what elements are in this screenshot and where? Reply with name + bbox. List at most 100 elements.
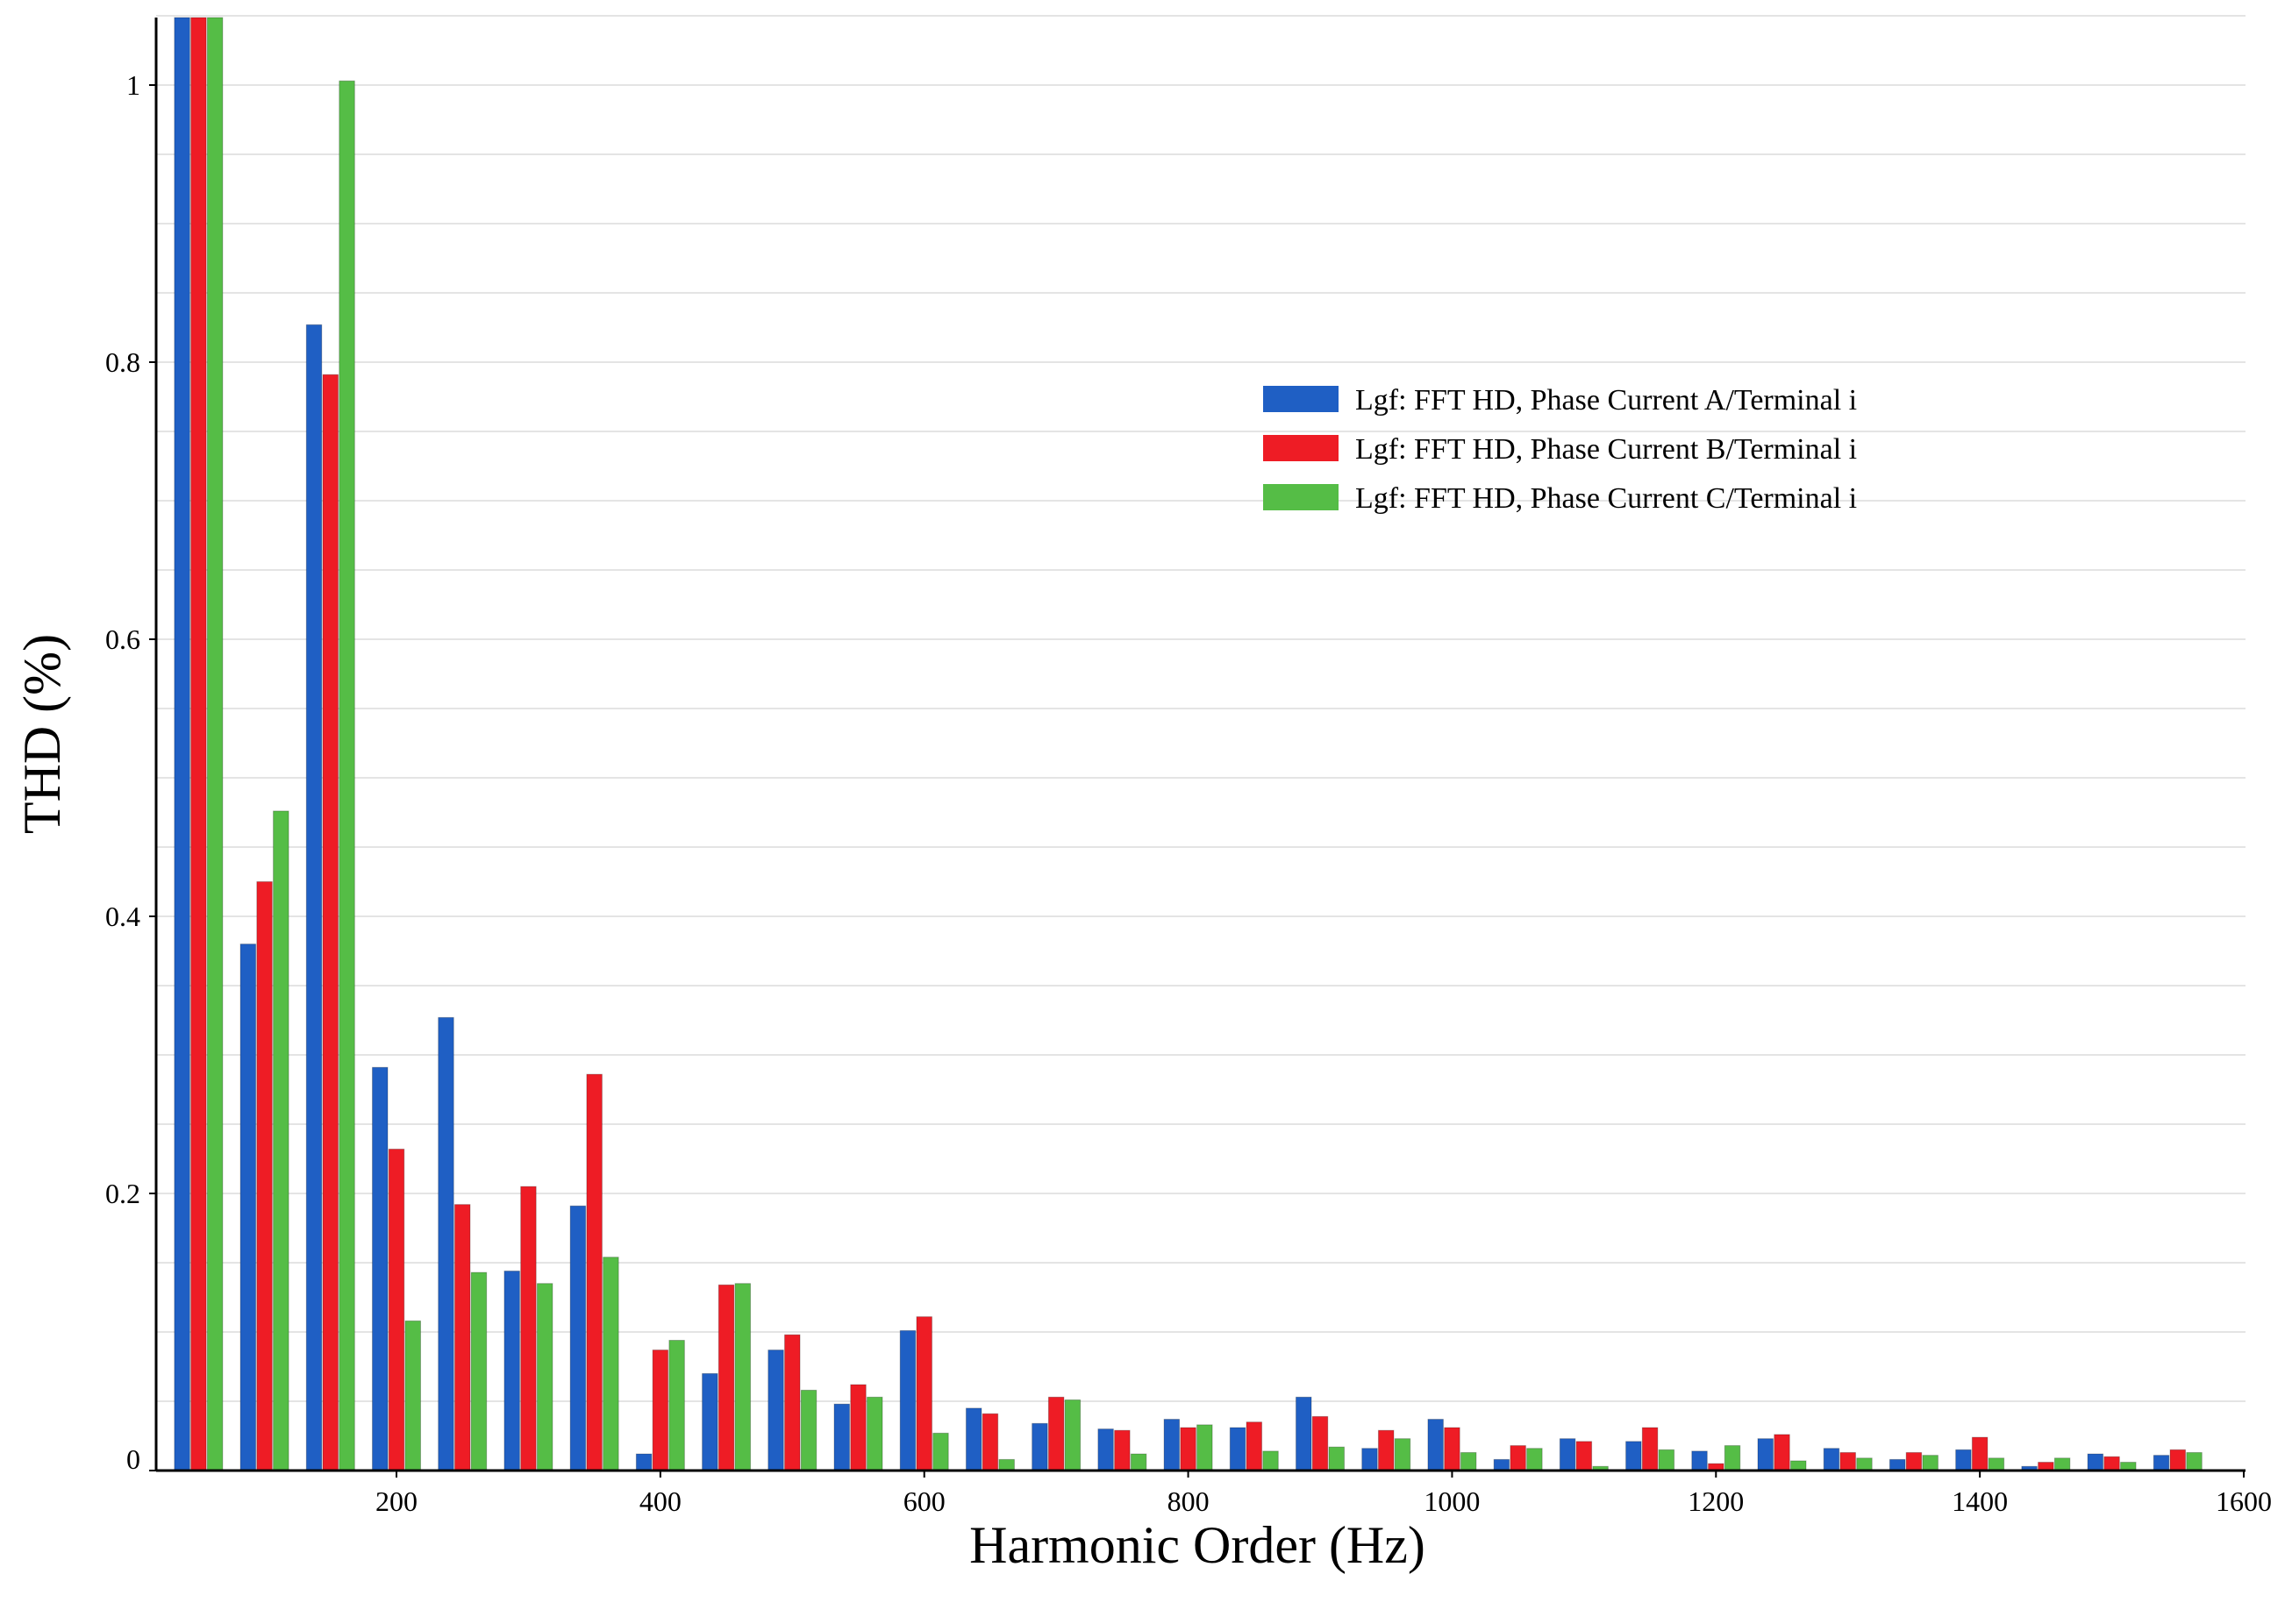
bar-series-1-1550 <box>2153 1455 2170 1471</box>
bar-series-1-50 <box>174 17 190 1471</box>
bar-series-3-950 <box>1394 1438 1411 1471</box>
bar-series-2-450 <box>718 1284 735 1471</box>
bar-series-2-800 <box>1180 1427 1196 1471</box>
bar-series-1-1300 <box>1823 1448 1840 1471</box>
bar-series-1-700 <box>1032 1422 1048 1471</box>
bar-series-2-650 <box>982 1413 999 1471</box>
legend-swatch-2 <box>1263 435 1339 461</box>
y-tick-label: 0.6 <box>105 623 140 655</box>
y-tick-label: 0 <box>126 1443 140 1475</box>
bar-series-1-1100 <box>1559 1438 1576 1471</box>
bar-series-2-1250 <box>1774 1434 1790 1471</box>
bar-series-3-1000 <box>1460 1451 1477 1471</box>
bar-series-2-50 <box>190 17 207 1471</box>
bar-series-2-1350 <box>1905 1451 1923 1471</box>
bar-series-2-750 <box>1114 1429 1131 1471</box>
bar-series-1-750 <box>1097 1428 1114 1471</box>
bar-series-3-1350 <box>1922 1455 1939 1471</box>
bar-series-3-300 <box>536 1283 553 1471</box>
bar-series-1-1000 <box>1427 1419 1444 1471</box>
bar-series-3-1300 <box>1856 1457 1873 1471</box>
bar-series-3-750 <box>1130 1453 1147 1471</box>
legend-label-3: Lgf: FFT HD, Phase Current C/Terminal i <box>1355 482 1857 515</box>
bar-series-2-350 <box>586 1073 603 1471</box>
bar-series-3-1550 <box>2186 1451 2203 1471</box>
bar-series-3-1450 <box>2053 1457 2071 1471</box>
bar-series-1-450 <box>702 1372 718 1471</box>
bar-series-3-150 <box>339 80 355 1471</box>
bar-series-1-300 <box>503 1270 520 1471</box>
x-tick-label: 400 <box>639 1485 682 1517</box>
bar-series-3-450 <box>734 1283 752 1471</box>
x-tick-label: 1400 <box>1952 1485 2008 1517</box>
x-tick-label: 800 <box>1167 1485 1210 1517</box>
bar-series-1-350 <box>569 1205 587 1471</box>
legend-swatch-1 <box>1263 386 1339 412</box>
x-tick-label: 1000 <box>1424 1485 1480 1517</box>
bar-series-1-1500 <box>2087 1453 2104 1471</box>
bar-series-3-50 <box>206 17 224 1471</box>
bar-series-3-850 <box>1262 1450 1279 1471</box>
bar-series-2-400 <box>652 1350 669 1471</box>
bar-series-3-1250 <box>1790 1460 1807 1471</box>
bar-series-2-550 <box>850 1384 867 1471</box>
bar-series-2-1100 <box>1575 1441 1593 1471</box>
bar-series-2-1000 <box>1444 1427 1460 1471</box>
bar-series-2-1300 <box>1839 1451 1856 1471</box>
bar-series-1-800 <box>1163 1419 1181 1471</box>
bar-series-2-500 <box>784 1334 801 1471</box>
y-tick-label: 0.2 <box>105 1178 140 1209</box>
x-tick-label: 1200 <box>1688 1485 1744 1517</box>
bars <box>174 17 2203 1471</box>
bar-series-1-1400 <box>1955 1449 1972 1471</box>
bar-series-1-600 <box>899 1329 917 1471</box>
bar-series-2-850 <box>1246 1421 1263 1471</box>
legend: Lgf: FFT HD, Phase Current A/Terminal i L… <box>1263 384 1857 515</box>
bar-series-1-850 <box>1229 1427 1246 1471</box>
bar-series-1-1050 <box>1493 1458 1510 1471</box>
bar-series-3-1150 <box>1658 1449 1675 1471</box>
bar-series-1-1250 <box>1757 1438 1774 1471</box>
bar-series-1-100 <box>239 944 257 1471</box>
bar-series-2-300 <box>520 1186 537 1471</box>
x-axis-title: Harmonic Order (Hz) <box>969 1516 1425 1574</box>
bar-series-2-900 <box>1311 1415 1329 1471</box>
bar-series-2-200 <box>388 1148 405 1471</box>
bar-series-2-100 <box>256 881 273 1471</box>
y-tick-labels: 0 0.2 0.4 0.6 0.8 1 <box>105 69 156 1475</box>
axes <box>154 18 2246 1472</box>
y-tick-label: 0.4 <box>105 901 140 932</box>
bar-series-1-650 <box>965 1407 982 1471</box>
bar-series-2-600 <box>916 1316 932 1471</box>
x-tick-label: 1600 <box>2216 1485 2272 1517</box>
bar-series-1-200 <box>372 1066 389 1471</box>
bar-series-3-400 <box>668 1339 685 1471</box>
bar-series-3-200 <box>404 1320 421 1471</box>
bar-series-3-1200 <box>1724 1445 1741 1471</box>
bar-series-1-900 <box>1296 1396 1312 1471</box>
bar-series-3-500 <box>800 1389 818 1471</box>
bar-series-2-700 <box>1047 1396 1065 1471</box>
bar-series-2-150 <box>322 374 339 1471</box>
bar-series-1-250 <box>438 1016 454 1471</box>
x-tick-label: 600 <box>903 1485 946 1517</box>
bar-series-1-400 <box>635 1453 653 1471</box>
bar-series-3-700 <box>1064 1399 1082 1471</box>
bar-series-1-1350 <box>1889 1458 1906 1471</box>
bar-series-1-1200 <box>1691 1450 1708 1471</box>
x-tick-labels: 200 400 600 800 1000 1200 1400 1600 <box>375 1471 2272 1517</box>
bar-series-1-150 <box>305 324 323 1471</box>
y-tick-label: 1 <box>126 69 140 101</box>
y-tick-label: 0.8 <box>105 346 140 378</box>
bar-series-3-100 <box>273 810 289 1471</box>
bar-series-3-650 <box>998 1458 1015 1471</box>
legend-label-1: Lgf: FFT HD, Phase Current A/Terminal i <box>1355 384 1857 417</box>
bar-series-2-1400 <box>1971 1436 1989 1471</box>
bar-series-3-600 <box>932 1432 949 1471</box>
bar-series-3-900 <box>1328 1446 1345 1471</box>
bar-series-1-1150 <box>1625 1441 1642 1471</box>
bar-series-2-950 <box>1377 1429 1395 1471</box>
bar-series-3-800 <box>1196 1424 1213 1471</box>
bar-series-3-250 <box>470 1271 488 1471</box>
